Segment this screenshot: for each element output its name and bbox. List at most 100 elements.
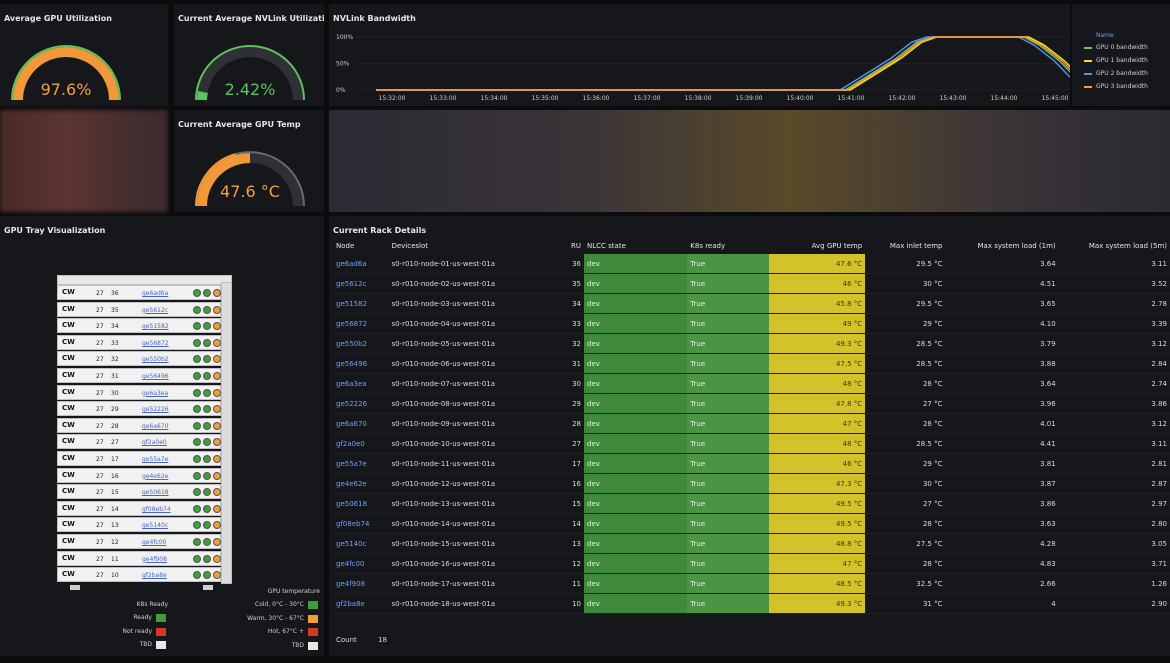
tray-logo: CW: [62, 487, 75, 496]
table-row[interactable]: gf08eb74 s0-r010-node-14-us-west-01a 14 dev…: [333, 513, 1170, 534]
column-header[interactable]: RU: [571, 242, 581, 250]
tray-row[interactable]: CW 27 10 gf2ba8e: [57, 567, 221, 583]
node-link[interactable]: ge5140c: [333, 533, 389, 554]
table-row[interactable]: ge4fc00 s0-r010-node-16-us-west-01a 12 dev T…: [333, 553, 1170, 574]
tray-row[interactable]: CW 27 15 ge50618: [57, 484, 221, 500]
node-link[interactable]: ge6ad6a: [333, 254, 389, 274]
node-link[interactable]: ge5612c: [333, 273, 389, 294]
node-link[interactable]: ge4f908: [333, 573, 389, 594]
tray-node-link[interactable]: ge51582: [142, 323, 169, 331]
table-row[interactable]: ge56496 s0-r010-node-06-us-west-01a 31 dev T…: [333, 353, 1170, 374]
status-dot: [213, 355, 221, 364]
node-link[interactable]: ge52226: [333, 393, 389, 414]
table-row[interactable]: ge4e62e s0-r010-node-12-us-west-01a 16 dev T…: [333, 473, 1170, 494]
node-link[interactable]: ge550b2: [333, 333, 389, 354]
legend-item[interactable]: GPU 1 bandwidth: [1084, 57, 1148, 64]
node-link[interactable]: ge55a7e: [333, 453, 389, 474]
tray-row[interactable]: CW 27 30 ge6a3ea: [57, 384, 221, 400]
tray-row[interactable]: CW 27 36 ge6ad6a: [57, 285, 221, 300]
tray-node-link[interactable]: ge4e62e: [142, 472, 169, 480]
table-row[interactable]: ge55a7e s0-r010-node-11-us-west-01a 17 dev T…: [333, 453, 1170, 474]
tray-row[interactable]: CW 27 17 ge55a7e: [57, 451, 221, 466]
node-link[interactable]: ge4fc00: [333, 553, 389, 574]
tray-node-link[interactable]: ge6ad6a: [142, 290, 169, 297]
tray-rack-number: 27: [96, 406, 104, 414]
tray-row[interactable]: CW 27 33 ge56872: [57, 334, 221, 350]
table-row[interactable]: ge6a3ea s0-r010-node-07-us-west-01a 30 dev T…: [333, 373, 1170, 394]
node-link[interactable]: ge56496: [333, 353, 389, 374]
table-row[interactable]: ge550b2 s0-r010-node-05-us-west-01a 32 dev T…: [333, 333, 1170, 354]
node-link[interactable]: ge4e62e: [333, 473, 389, 494]
tray-row[interactable]: CW 27 35 ge5612c: [57, 301, 221, 317]
tray-node-link[interactable]: ge50618: [142, 489, 169, 497]
tray-node-link[interactable]: ge55a7e: [142, 456, 169, 463]
tray-row[interactable]: CW 27 32 ge550b2: [57, 351, 221, 367]
table-row[interactable]: gf2ba8e s0-r010-node-18-us-west-01a 10 dev T…: [333, 593, 1170, 614]
tray-row[interactable]: CW 27 14 gf08eb74: [57, 500, 221, 516]
table-row[interactable]: ge5140c s0-r010-node-15-us-west-01a 13 dev T…: [333, 533, 1170, 554]
legend-item[interactable]: GPU 3 bandwidth: [1084, 83, 1148, 90]
tray-node-link[interactable]: ge6a670: [142, 422, 169, 430]
max-inlet-temp-cell: 27 °C: [865, 493, 946, 514]
node-link[interactable]: gf2ba8e: [333, 593, 389, 614]
table-row[interactable]: ge52226 s0-r010-node-08-us-west-01a 29 dev T…: [333, 393, 1170, 414]
node-link[interactable]: ge50618: [333, 493, 389, 514]
table-row[interactable]: ge50618 s0-r010-node-13-us-west-01a 15 dev T…: [333, 493, 1170, 514]
tray-node-link[interactable]: ge56496: [142, 373, 169, 380]
ru-cell: 35: [552, 273, 584, 294]
tray-rack-number: 27: [96, 439, 104, 447]
tray-row[interactable]: CW 27 11 ge4f908: [57, 550, 221, 566]
tray-node-link[interactable]: gf08eb74: [142, 505, 171, 513]
tray-node-link[interactable]: ge4fc00: [142, 539, 167, 546]
rack-foot-right: [203, 585, 213, 590]
tray-node-link[interactable]: ge56872: [142, 339, 169, 347]
tray-row[interactable]: CW 27 29 ge52226: [57, 401, 221, 417]
avg-gpu-temp-cell: 48.8 °C: [769, 533, 866, 554]
tray-row[interactable]: CW 27 34 ge51582: [57, 318, 221, 334]
max-inlet-temp-cell: 29.5 °C: [865, 293, 946, 314]
tray-logo: CW: [62, 537, 75, 545]
tray-row[interactable]: CW 27 12 ge4fc00: [57, 534, 221, 549]
column-header[interactable]: Max system load (1m): [977, 242, 1056, 250]
column-header[interactable]: Max inlet temp: [889, 242, 943, 250]
node-link[interactable]: gf08eb74: [333, 513, 389, 534]
tray-node-link[interactable]: ge5612c: [142, 306, 169, 314]
column-header[interactable]: Avg GPU temp: [811, 242, 863, 250]
tray-rack-number: 27: [96, 356, 104, 364]
table-row[interactable]: ge51582 s0-r010-node-03-us-west-01a 34 dev T…: [333, 293, 1170, 314]
max-inlet-temp-cell: 29 °C: [865, 453, 946, 474]
tray-node-link[interactable]: ge550b2: [142, 356, 169, 364]
column-header[interactable]: Deviceslot: [391, 242, 428, 250]
tray-node-link[interactable]: ge5140c: [142, 522, 169, 530]
column-header[interactable]: K8s ready: [690, 242, 726, 250]
table-row[interactable]: ge4f908 s0-r010-node-17-us-west-01a 11 dev T…: [333, 573, 1170, 594]
tray-row[interactable]: CW 27 13 ge5140c: [57, 517, 221, 533]
node-link[interactable]: ge51582: [333, 293, 389, 314]
legend-item[interactable]: GPU 0 bandwidth: [1084, 44, 1148, 51]
tray-rack-number: 27: [96, 339, 104, 347]
legend-label: Hot, 67°C +: [267, 628, 304, 635]
column-header[interactable]: NLCC state: [587, 242, 626, 250]
tray-row[interactable]: CW 27 16 ge4e62e: [57, 467, 221, 483]
node-link[interactable]: ge56872: [333, 313, 389, 334]
tray-node-link[interactable]: gf2a0e0: [142, 439, 167, 447]
tray-node-link[interactable]: ge6a3ea: [142, 389, 169, 397]
load-5m-cell: 3.71: [1058, 553, 1170, 574]
table-row[interactable]: gf2a0e0 s0-r010-node-10-us-west-01a 27 dev T…: [333, 433, 1170, 454]
node-link[interactable]: ge6a670: [333, 413, 389, 434]
tray-node-link[interactable]: ge4f908: [142, 555, 167, 563]
table-row[interactable]: ge6ad6a s0-r010-node-01-us-west-01a 36 dev T…: [333, 254, 1170, 274]
node-link[interactable]: gf2a0e0: [333, 433, 389, 454]
tray-row[interactable]: CW 27 27 gf2a0e0: [57, 434, 221, 450]
tray-row[interactable]: CW 27 28 ge6a670: [57, 417, 221, 433]
column-header[interactable]: Node: [336, 242, 355, 250]
legend-item[interactable]: GPU 2 bandwidth: [1084, 70, 1148, 77]
table-row[interactable]: ge56872 s0-r010-node-04-us-west-01a 33 dev T…: [333, 313, 1170, 334]
tray-node-link[interactable]: gf2ba8e: [142, 572, 167, 580]
tray-row[interactable]: CW 27 31 ge56496: [57, 368, 221, 383]
column-header[interactable]: Max system load (5m): [1088, 242, 1167, 250]
node-link[interactable]: ge6a3ea: [333, 373, 389, 394]
table-row[interactable]: ge6a670 s0-r010-node-09-us-west-01a 28 dev T…: [333, 413, 1170, 434]
tray-node-link[interactable]: ge52226: [142, 406, 169, 414]
table-row[interactable]: ge5612c s0-r010-node-02-us-west-01a 35 dev T…: [333, 273, 1170, 294]
